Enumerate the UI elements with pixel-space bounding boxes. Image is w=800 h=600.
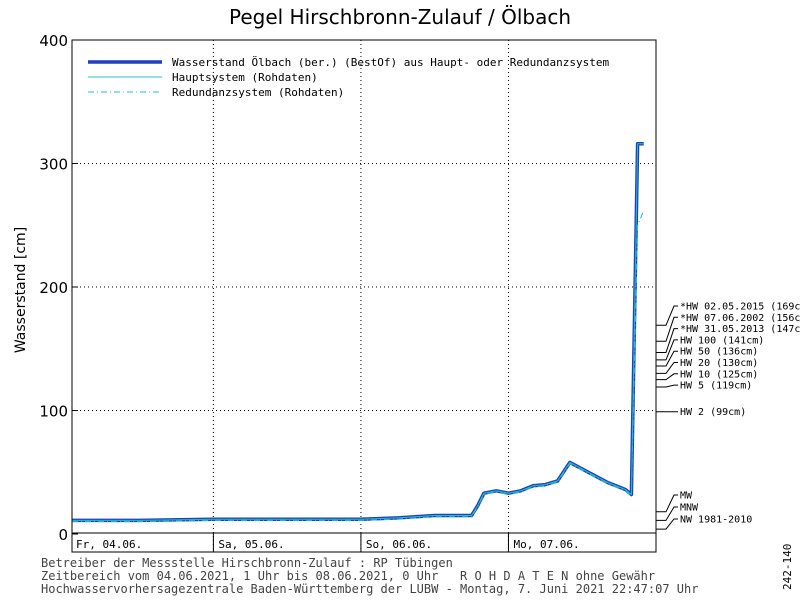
legend-entry: Redundanzsystem (Rohdaten) [172,86,344,99]
threshold-label: HW 20 (130cm) [680,358,758,369]
threshold-label: HW 10 (125cm) [680,369,758,380]
threshold-labels: *HW 02.05.2015 (169cm)*HW 07.06.2002 (15… [656,302,800,530]
footer-operator: Betreiber der Messstelle Hirschbronn-Zul… [41,556,453,570]
legend-entry: Wasserstand Ölbach (ber.) (BestOf) aus H… [172,56,609,69]
footer-time-range: Zeitbereich vom 04.06.2021, 1 Uhr bis 08… [41,569,656,583]
y-ticks: 0 100 200 300 400 [39,32,78,544]
threshold-leader [656,328,678,353]
x-tick-label: Fr, 04.06. [76,538,142,551]
threshold-leader [656,373,678,381]
x-ticks: Fr, 04.06. Sa, 05.06. So, 06.06. Mo, 07.06. [72,532,656,552]
series-line-1 [72,143,644,521]
x-tick-label: So, 06.06. [366,538,432,551]
threshold-label: HW 2 (99cm) [680,407,746,418]
y-tick-label: 200 [39,279,68,297]
threshold-label: MW [680,491,693,502]
side-code: 242-140 [781,543,794,590]
threshold-leader [656,305,678,326]
threshold-label: NW 1981-2010 [680,515,752,526]
series-lines [72,141,645,523]
threshold-leader [656,494,678,513]
threshold-leader [656,384,678,388]
threshold-label: HW 5 (119cm) [680,381,752,392]
threshold-label: HW 100 (141cm) [680,335,764,346]
y-tick-label: 300 [39,156,68,174]
y-tick-label: 100 [39,403,68,421]
y-axis-label: Wasserstand [cm] [13,227,29,353]
threshold-leader [656,339,678,361]
legend-entry: Hauptsystem (Rohdaten) [172,71,318,84]
x-tick-label: Mo, 07.06. [513,538,579,551]
footer-source: Hochwasservorhersagezentrale Baden-Württ… [41,582,699,596]
plot-frame [71,39,657,553]
threshold-leader [656,518,678,530]
threshold-leader [656,316,678,342]
series-line-2 [72,210,645,523]
threshold-label: *HW 31.05.2013 (147cm) [680,324,800,335]
threshold-label: HW 50 (136cm) [680,347,758,358]
threshold-label: MNW [680,503,699,514]
threshold-label: *HW 02.05.2015 (169cm) [680,302,800,313]
chart-title: Pegel Hirschbronn-Zulauf / Ölbach [229,5,571,29]
y-tick-label: 400 [39,32,68,50]
threshold-leader [656,506,678,521]
x-tick-label: Sa, 05.06. [218,538,284,551]
legend: Wasserstand Ölbach (ber.) (BestOf) aus H… [88,56,609,99]
y-tick-label: 0 [58,526,68,544]
threshold-label: *HW 07.06.2002 (156cm) [680,313,800,324]
grid [72,40,656,552]
series-line-0 [72,141,644,523]
threshold-leader [656,350,678,367]
threshold-leader [656,362,678,374]
